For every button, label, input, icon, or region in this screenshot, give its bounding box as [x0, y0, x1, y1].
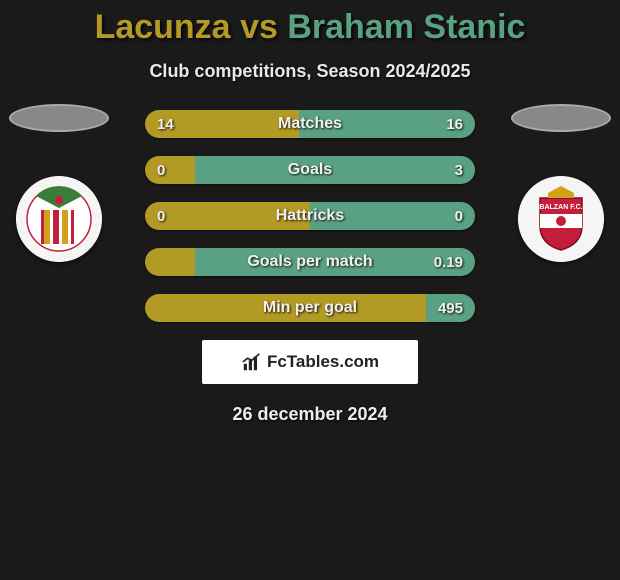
player2-club-badge: BALZAN F.C. — [518, 176, 604, 262]
source-label: FcTables.com — [267, 352, 379, 372]
stat-row: Min per goal495 — [145, 294, 475, 322]
stat-row: Matches1416 — [145, 110, 475, 138]
content-area: BALZAN F.C. Matches1416 Goals03 Hattricks0… — [0, 110, 620, 322]
stat-bar-left — [145, 294, 426, 322]
subtitle: Club competitions, Season 2024/2025 — [0, 61, 620, 82]
vs-text: vs — [240, 8, 278, 46]
player2-placeholder-ellipse — [511, 104, 611, 132]
player2-name: Braham Stanic — [287, 8, 525, 46]
stat-bar-right — [426, 294, 476, 322]
stat-row: Goals per match0.19 — [145, 248, 475, 276]
bar-chart-icon — [241, 351, 263, 373]
stat-row: Hattricks00 — [145, 202, 475, 230]
comparison-title: Lacunza vs Braham Stanic — [0, 0, 620, 47]
stat-bar-left — [145, 110, 299, 138]
club-badge-right-icon: BALZAN F.C. — [518, 176, 604, 262]
player1-placeholder-ellipse — [9, 104, 109, 132]
stat-row: Goals03 — [145, 156, 475, 184]
svg-text:BALZAN F.C.: BALZAN F.C. — [539, 204, 582, 211]
stat-bar-left — [145, 156, 195, 184]
club-badge-left-icon — [16, 176, 102, 262]
stat-bar-right — [299, 110, 475, 138]
stat-bar-left — [145, 202, 310, 230]
stat-bar-left — [145, 248, 195, 276]
date-label: 26 december 2024 — [0, 404, 620, 425]
source-footer: FcTables.com — [202, 340, 418, 384]
player1-name: Lacunza — [95, 8, 231, 46]
player1-club-badge — [16, 176, 102, 262]
stat-bar-right — [195, 156, 476, 184]
stat-bar-right — [310, 202, 475, 230]
stats-bars: Matches1416 Goals03 Hattricks00 Goals per m… — [145, 110, 475, 322]
stat-bar-right — [195, 248, 476, 276]
